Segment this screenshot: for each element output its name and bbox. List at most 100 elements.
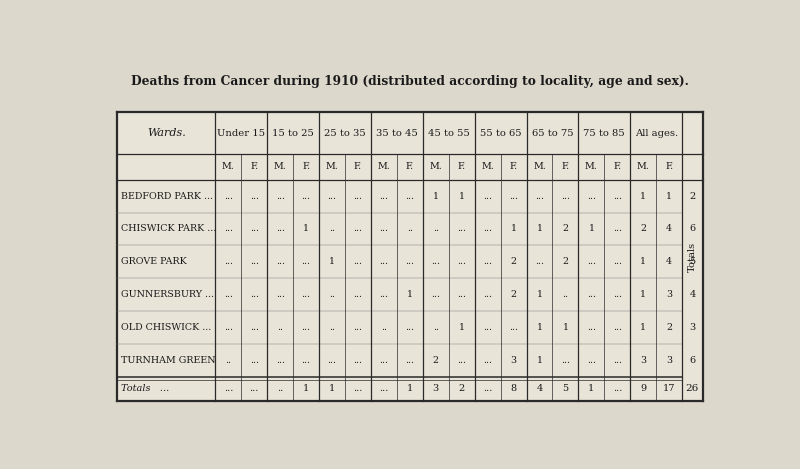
Text: ...: ...	[250, 257, 258, 266]
Text: 2: 2	[510, 290, 517, 299]
Text: M.: M.	[326, 162, 338, 171]
Text: 3: 3	[666, 290, 672, 299]
Text: ...: ...	[509, 323, 518, 332]
Text: ...: ...	[354, 225, 362, 234]
Text: 3: 3	[510, 356, 517, 365]
Text: ...: ...	[327, 192, 337, 201]
Text: 8: 8	[510, 385, 517, 393]
Text: ...: ...	[561, 356, 570, 365]
Text: ...: ...	[561, 192, 570, 201]
Text: OLD CHISWICK ...: OLD CHISWICK ...	[121, 323, 211, 332]
Text: ...: ...	[379, 290, 389, 299]
Text: 2: 2	[690, 192, 695, 201]
Text: F.: F.	[458, 162, 466, 171]
Text: 4: 4	[690, 290, 695, 299]
Text: ...: ...	[379, 192, 389, 201]
Text: ...: ...	[406, 356, 414, 365]
Text: ...: ...	[354, 385, 362, 393]
Text: ...: ...	[276, 257, 285, 266]
Text: 75 to 85: 75 to 85	[583, 129, 626, 137]
Text: ...: ...	[613, 385, 622, 393]
Text: ...: ...	[302, 192, 310, 201]
Text: ..: ..	[433, 323, 438, 332]
Text: 1: 1	[458, 323, 465, 332]
Text: Under 15: Under 15	[217, 129, 266, 137]
Text: ...: ...	[458, 225, 466, 234]
Text: 1: 1	[640, 323, 646, 332]
Text: ...: ...	[354, 323, 362, 332]
Text: 6: 6	[690, 356, 695, 365]
Text: ...: ...	[535, 192, 544, 201]
Text: Totals: Totals	[688, 242, 697, 272]
Text: ...: ...	[483, 290, 492, 299]
Text: ...: ...	[406, 257, 414, 266]
Text: ...: ...	[224, 385, 233, 393]
Text: 3: 3	[690, 323, 695, 332]
Text: ...: ...	[587, 192, 596, 201]
Text: 26: 26	[686, 385, 699, 393]
Text: 55 to 65: 55 to 65	[480, 129, 522, 137]
Text: ...: ...	[276, 225, 285, 234]
Text: GUNNERSBURY ...: GUNNERSBURY ...	[121, 290, 214, 299]
Text: Deaths from Cancer during 1910 (distributed according to locality, age and sex).: Deaths from Cancer during 1910 (distribu…	[131, 75, 689, 88]
Text: ...: ...	[250, 356, 258, 365]
Text: ...: ...	[379, 257, 389, 266]
Text: M.: M.	[378, 162, 390, 171]
Text: ...: ...	[406, 192, 414, 201]
Text: 17: 17	[663, 385, 675, 393]
Text: 6: 6	[690, 225, 695, 234]
Text: 5: 5	[690, 257, 695, 266]
Text: ...: ...	[224, 323, 233, 332]
Text: 25 to 35: 25 to 35	[324, 129, 366, 137]
Text: M.: M.	[274, 162, 286, 171]
Text: ...: ...	[458, 356, 466, 365]
Text: 1: 1	[303, 385, 310, 393]
Text: CHISWICK PARK ...: CHISWICK PARK ...	[121, 225, 216, 234]
Text: 1: 1	[588, 385, 594, 393]
Text: F.: F.	[354, 162, 362, 171]
Text: ...: ...	[224, 257, 233, 266]
Text: 1: 1	[433, 192, 438, 201]
Text: ...: ...	[587, 257, 596, 266]
Text: ...: ...	[327, 356, 337, 365]
Text: ...: ...	[431, 290, 440, 299]
Text: 1: 1	[510, 225, 517, 234]
Text: ..: ..	[226, 356, 231, 365]
Text: BEDFORD PARK ...: BEDFORD PARK ...	[121, 192, 213, 201]
Text: ...: ...	[535, 257, 544, 266]
Text: 2: 2	[666, 323, 672, 332]
Text: ..: ..	[329, 225, 335, 234]
Text: ...: ...	[613, 356, 622, 365]
Text: ..: ..	[407, 225, 413, 234]
Text: ...: ...	[587, 290, 596, 299]
Text: M.: M.	[430, 162, 442, 171]
Text: 2: 2	[562, 257, 569, 266]
Text: ...: ...	[483, 323, 492, 332]
Text: ...: ...	[250, 323, 258, 332]
Text: 4: 4	[537, 385, 542, 393]
Text: 1: 1	[537, 225, 542, 234]
Text: ...: ...	[250, 385, 259, 393]
Text: ...: ...	[302, 257, 310, 266]
Text: ..: ..	[277, 323, 283, 332]
Text: 1: 1	[640, 257, 646, 266]
Text: GROVE PARK: GROVE PARK	[121, 257, 187, 266]
Text: 1: 1	[589, 225, 594, 234]
Text: ...: ...	[483, 257, 492, 266]
Text: ...: ...	[276, 290, 285, 299]
Text: ...: ...	[354, 257, 362, 266]
Text: ...: ...	[509, 192, 518, 201]
Text: ...: ...	[354, 192, 362, 201]
Text: 4: 4	[666, 257, 672, 266]
Text: F.: F.	[250, 162, 258, 171]
Text: ...: ...	[483, 225, 492, 234]
Text: 9: 9	[640, 385, 646, 393]
Text: ...: ...	[302, 323, 310, 332]
Text: 4: 4	[666, 225, 672, 234]
Text: ...: ...	[354, 356, 362, 365]
Text: ...: ...	[276, 356, 285, 365]
Text: M.: M.	[637, 162, 650, 171]
Text: 1: 1	[406, 385, 413, 393]
Text: ..: ..	[329, 323, 335, 332]
Text: ...: ...	[613, 323, 622, 332]
